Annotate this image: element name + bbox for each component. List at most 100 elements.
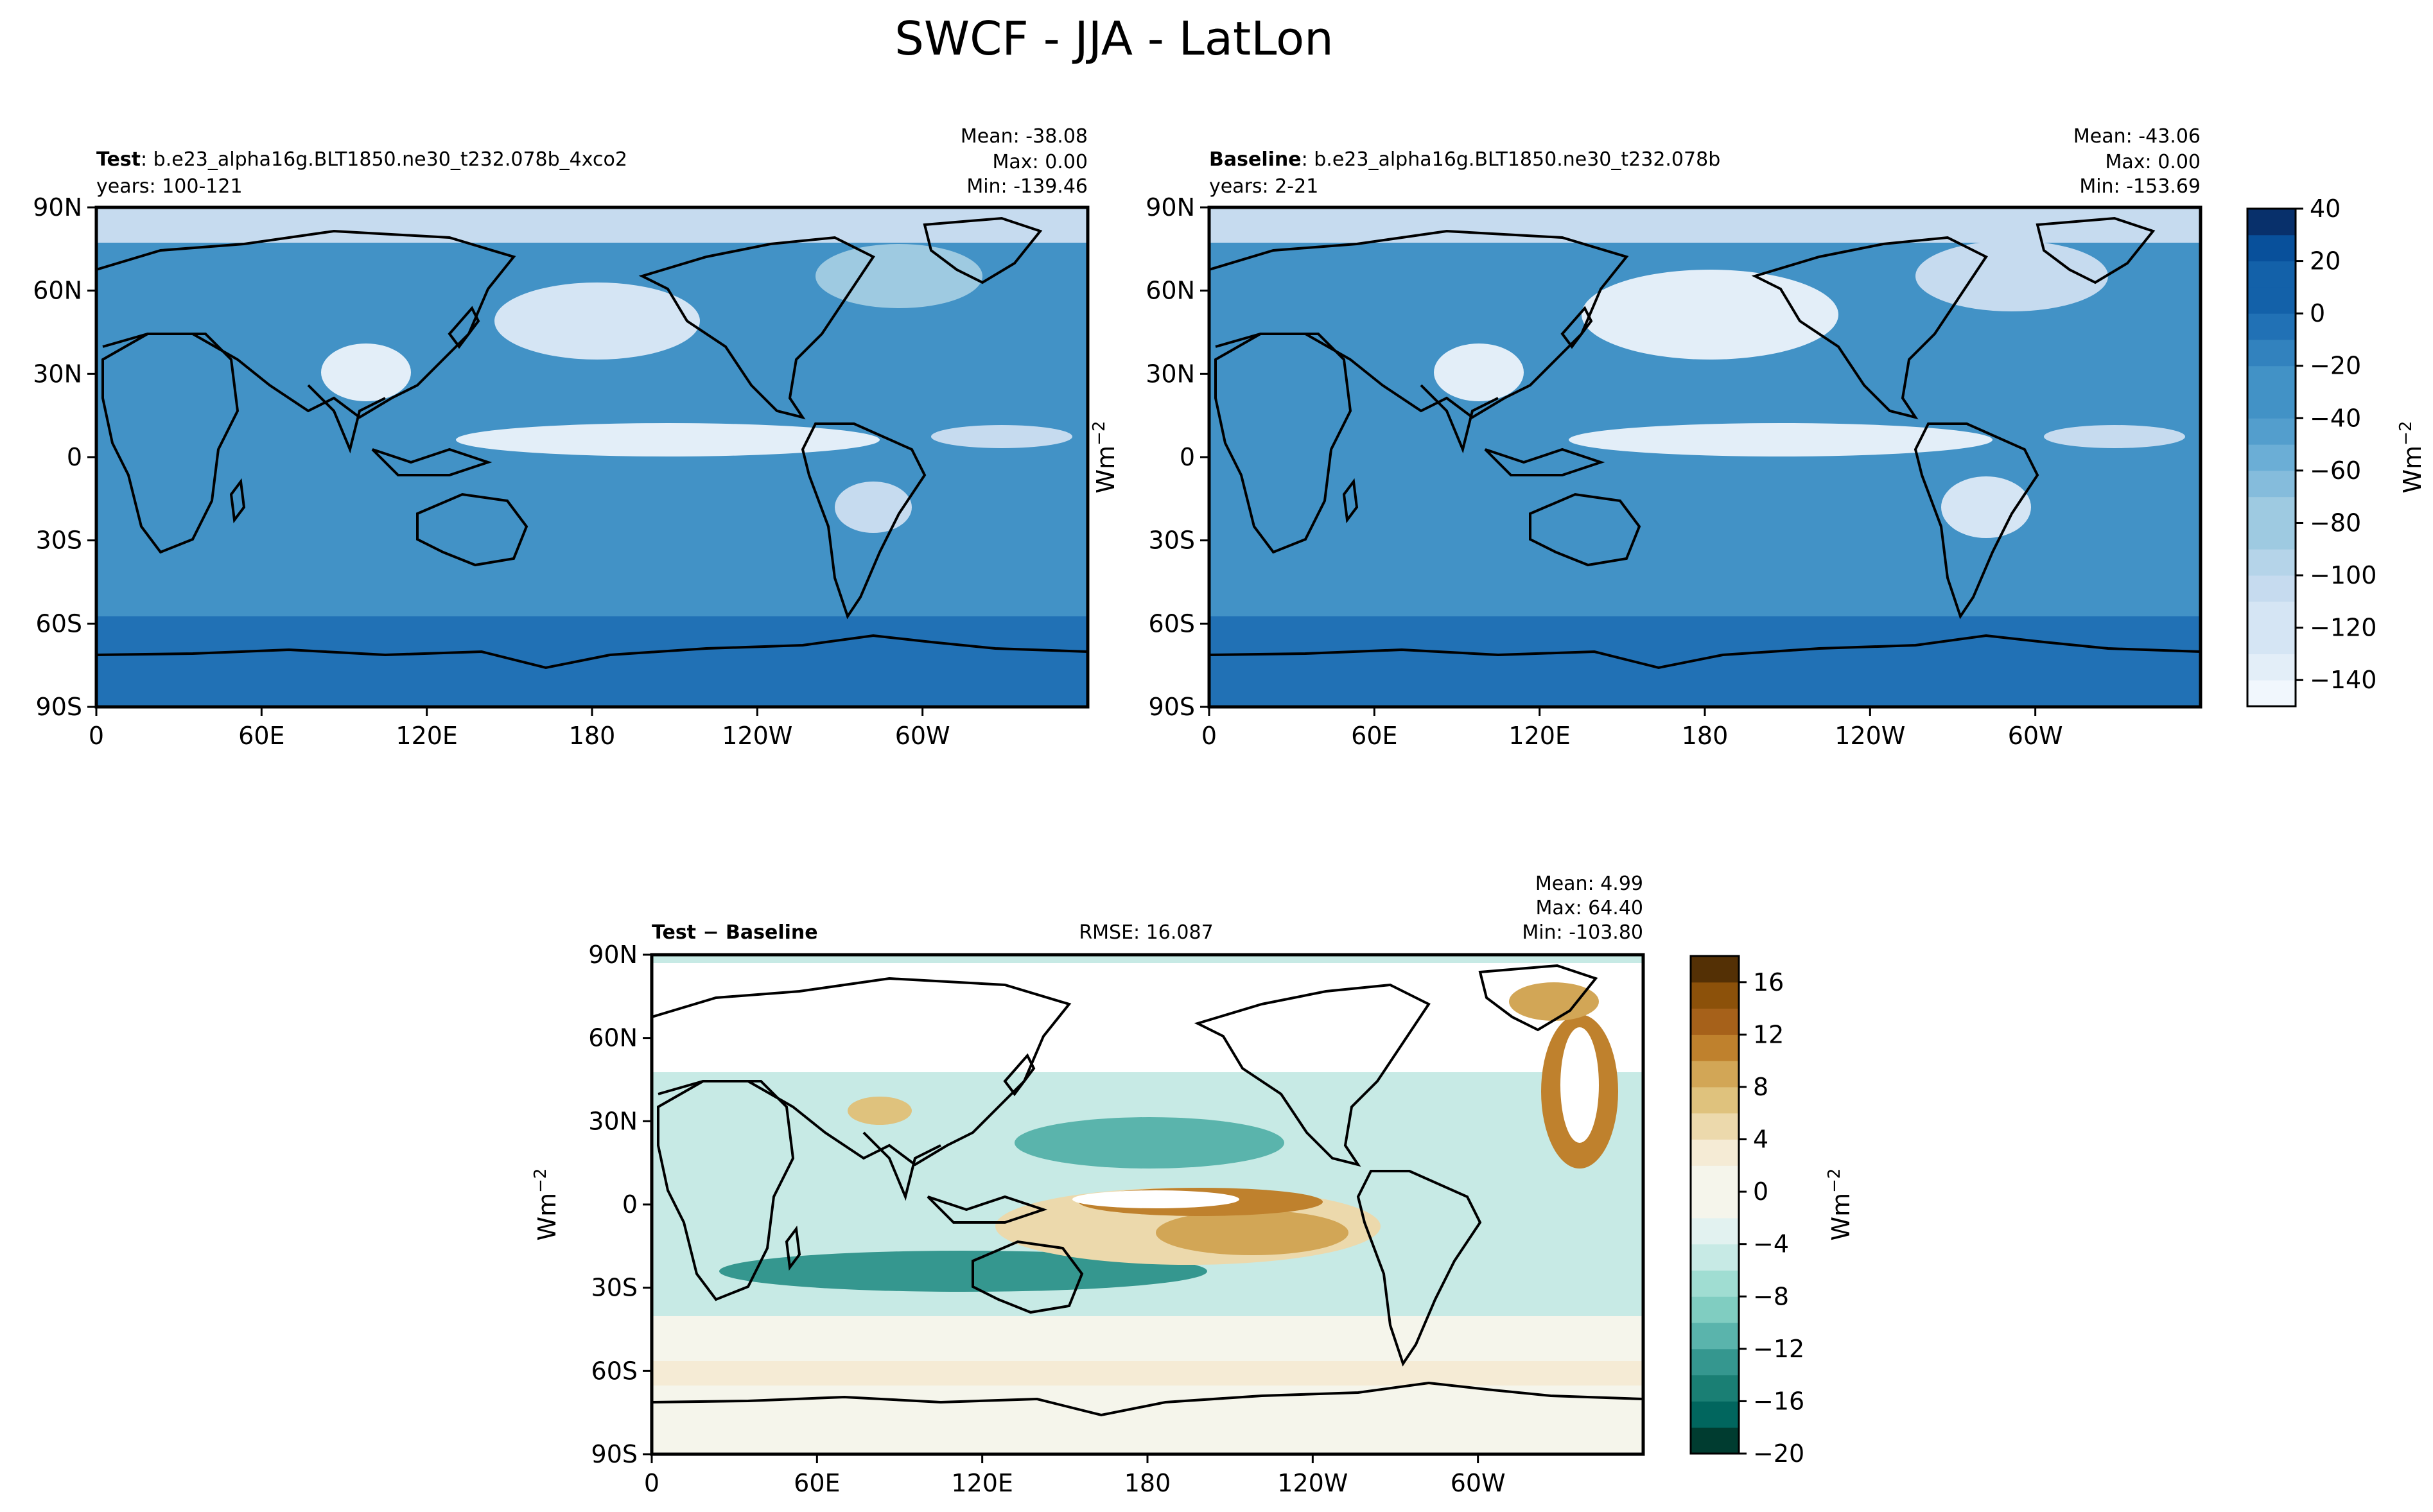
diff-colorbar-bin xyxy=(1691,1192,1739,1219)
test-greenland xyxy=(923,216,1043,284)
baseline-xtick-label: 0 xyxy=(1201,722,1217,750)
baseline-india xyxy=(1420,384,1499,454)
diff-colorbar-bin xyxy=(1691,1165,1739,1192)
test-xtick-label: 60W xyxy=(895,722,950,750)
baseline-ytick-label: 30N xyxy=(1146,360,1195,388)
diff-units-label: Wm−2 xyxy=(531,1169,561,1241)
baseline-madagascar xyxy=(1342,478,1359,524)
shared-colorbar-bin xyxy=(2247,392,2296,419)
shared-colorbar-bin xyxy=(2247,523,2296,550)
shared-colorbar-tick-label: −60 xyxy=(2310,456,2361,485)
test-antarctica xyxy=(96,634,1088,670)
shared-colorbar: 40 20 0 −20 −40 −60 −80 −100 −120 −140 xyxy=(2246,195,2376,708)
shared-colorbar-tick-label: −140 xyxy=(2310,666,2376,694)
shared-colorbar-bin xyxy=(2247,234,2296,262)
shared-colorbar-bin xyxy=(2247,470,2296,498)
diff-min: Min: -103.80 xyxy=(1522,921,1643,944)
diff-map xyxy=(652,955,1643,1454)
diff-africa xyxy=(657,1080,795,1301)
test-ytick-label: 30N xyxy=(33,360,82,388)
test-label: Test: b.e23_alpha16g.BLT1850.ne30_t232.0… xyxy=(96,148,627,171)
shared-colorbar-frame xyxy=(2246,207,2297,708)
diff-ytick-label: 30S xyxy=(591,1274,638,1302)
shared-colorbar-bin xyxy=(2247,339,2296,367)
diff-colorbar-tick-label: −12 xyxy=(1753,1335,1804,1363)
shared-colorbar-bin xyxy=(2247,313,2296,340)
diff-colorbar-bin xyxy=(1691,1427,1739,1454)
test-ytick-label: 90N xyxy=(33,193,82,222)
diff-colorbar: 16 12 8 4 0 −4 −8 −12 −16 −20 xyxy=(1689,955,1804,1468)
diff-colorbar-bin xyxy=(1691,1244,1739,1271)
diff-antarctica xyxy=(652,1381,1643,1417)
baseline-greenland xyxy=(2036,216,2156,284)
diff-colorbar-bin xyxy=(1691,1113,1739,1140)
baseline-indonesia xyxy=(1484,448,1605,476)
test-mean: Mean: -38.08 xyxy=(961,125,1088,148)
shared-colorbar-tick-label: −40 xyxy=(2310,404,2361,432)
test-atlantic-itcz xyxy=(931,425,1072,448)
test-ytick-label: 60S xyxy=(36,609,82,638)
test-panel: Test: b.e23_alpha16g.BLT1850.ne30_t232.0… xyxy=(33,125,1090,750)
test-australia xyxy=(416,492,528,567)
shared-colorbar-label: Wm−2 xyxy=(2396,421,2427,494)
baseline-map xyxy=(1209,207,2201,707)
baseline-tibet-patch xyxy=(1434,343,1524,401)
baseline-atlantic-itcz xyxy=(2044,425,2185,448)
diff-colorbar-tick-label: 16 xyxy=(1753,968,1784,996)
diff-arabia-negative xyxy=(848,1097,912,1125)
baseline-label: Baseline: b.e23_alpha16g.BLT1850.ne30_t2… xyxy=(1209,148,1720,171)
test-ytick-label: 60N xyxy=(33,277,82,305)
test-years: years: 100-121 xyxy=(96,175,243,198)
test-axes: 0 60E 120E 180 120W 60W 90N 60N 30N 0 30S 60S 90S xyxy=(33,193,950,750)
baseline-antarctic-band xyxy=(1209,616,2201,707)
test-tibet-patch xyxy=(321,343,411,401)
shared-colorbar-tick-label: −80 xyxy=(2310,508,2361,537)
diff-colorbar-tick-label: 8 xyxy=(1753,1073,1768,1101)
diff-ytick-label: 90S xyxy=(591,1440,638,1468)
diff-mean: Mean: 4.99 xyxy=(1535,873,1643,895)
diff-colorbar-bin xyxy=(1691,1375,1739,1402)
diff-xtick-label: 0 xyxy=(644,1469,659,1497)
shared-colorbar-bin xyxy=(2247,601,2296,629)
test-xtick-label: 60E xyxy=(238,722,284,750)
diff-australia xyxy=(972,1240,1084,1314)
baseline-mean: Mean: -43.06 xyxy=(2073,125,2201,148)
baseline-itcz xyxy=(1569,423,1993,456)
shared-colorbar-bin xyxy=(2247,549,2296,576)
test-ytick-label: 0 xyxy=(67,443,82,471)
diff-xtick-label: 120W xyxy=(1277,1469,1348,1497)
test-natlantic-clouds xyxy=(815,244,982,308)
diff-colorbar-bin xyxy=(1691,1034,1739,1061)
baseline-coastlines xyxy=(1209,216,2201,670)
diff-colorbar-tick-label: 4 xyxy=(1753,1125,1768,1154)
diff-india xyxy=(862,1131,941,1201)
shared-colorbar-bin xyxy=(2247,654,2296,681)
diff-colorbar-label: Wm−2 xyxy=(1825,1169,1855,1241)
diff-colorbar-frame xyxy=(1689,955,1740,1455)
diff-label: Test − Baseline xyxy=(652,921,818,944)
diff-colorbar-bin xyxy=(1691,1086,1739,1114)
diff-ytick-label: 60N xyxy=(588,1024,638,1052)
shared-colorbar-bin xyxy=(2247,209,2296,236)
test-units-label: Wm−2 xyxy=(1090,421,1120,494)
shared-colorbar-tick-label: −120 xyxy=(2310,614,2376,642)
shared-colorbar-tick-label: 20 xyxy=(2310,247,2341,275)
diff-colorbar-tick-label: 12 xyxy=(1753,1020,1784,1048)
test-south-america xyxy=(801,422,927,620)
test-peru-stratus xyxy=(835,482,912,533)
baseline-ytick-label: 0 xyxy=(1180,443,1195,471)
test-africa xyxy=(101,333,240,554)
shared-colorbar-tick-label: −20 xyxy=(2310,352,2361,380)
baseline-antarctica xyxy=(1209,634,2201,670)
diff-colorbar-bin xyxy=(1691,1061,1739,1088)
diff-colorbar-tick-label: −8 xyxy=(1753,1282,1789,1310)
baseline-xtick-label: 120E xyxy=(1508,722,1571,750)
test-japan xyxy=(448,306,480,349)
test-max: Max: 0.00 xyxy=(993,151,1088,173)
diff-japan xyxy=(1003,1053,1036,1097)
diff-xtick-label: 120E xyxy=(951,1469,1013,1497)
test-eurasia xyxy=(96,229,516,419)
diff-npacific-positive xyxy=(1015,1117,1284,1169)
test-npacific-clouds xyxy=(494,282,700,360)
